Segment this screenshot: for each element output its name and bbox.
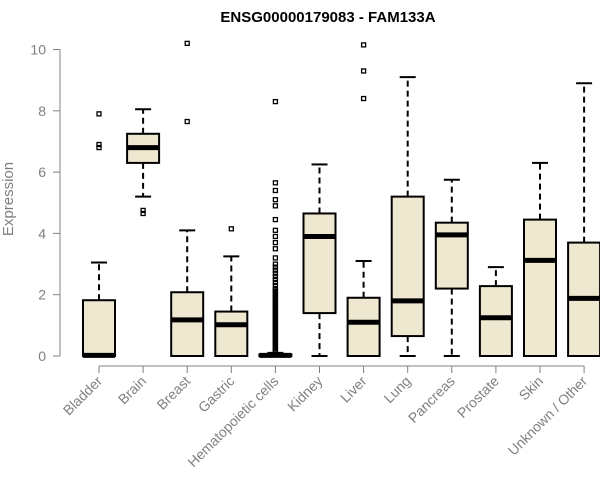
box-body — [302, 212, 337, 315]
outlier-point — [272, 264, 279, 270]
y-axis-label: Expression — [0, 162, 17, 236]
box-skin — [523, 161, 557, 357]
outlier-point — [272, 279, 279, 286]
outlier-point — [272, 273, 279, 279]
outlier-point — [272, 203, 279, 209]
outlier-point — [184, 40, 190, 47]
box-body — [170, 291, 205, 357]
outlier-point — [96, 111, 102, 117]
outlier-point — [272, 98, 279, 105]
chart-title: ENSG00000179083 - FAM133A — [220, 9, 435, 26]
x-tick-label: Liver — [337, 373, 370, 406]
y-tick-label: 2 — [38, 287, 46, 303]
outlier-point — [360, 95, 367, 102]
box-body — [346, 296, 381, 358]
outlier-point — [96, 141, 102, 148]
box-brain — [126, 108, 161, 217]
box-bladder — [82, 111, 116, 358]
outlier-point — [272, 227, 279, 233]
outlier-point — [272, 276, 279, 283]
y-tick-label: 8 — [38, 103, 46, 119]
box-liver — [346, 42, 381, 358]
outlier-point — [272, 261, 279, 267]
x-tick-label: Brain — [115, 373, 149, 407]
x-tick-label: Bladder — [60, 373, 106, 419]
outlier-point — [272, 239, 279, 246]
x-tick-label: Breast — [153, 373, 193, 413]
outlier-point — [272, 180, 279, 186]
outlier-point — [228, 226, 234, 232]
box-kidney — [302, 163, 337, 357]
outlier-point — [272, 270, 279, 276]
x-tick-label: Prostate — [454, 373, 502, 421]
box-lung — [390, 76, 425, 357]
outlier-point — [360, 68, 367, 74]
outlier-point — [184, 118, 190, 125]
box-unknown-other — [567, 82, 600, 357]
outlier-point — [272, 267, 279, 273]
outlier-point — [272, 216, 279, 223]
outlier-point — [360, 42, 367, 48]
outlier-point — [140, 207, 146, 214]
x-tick-label: Pancreas — [405, 373, 458, 426]
x-tick-label: Gastric — [195, 373, 238, 416]
x-tick-label: Unknown / Other — [505, 373, 591, 459]
box-body — [478, 285, 513, 358]
x-tick-label: Skin — [516, 373, 547, 404]
outlier-point — [140, 210, 146, 217]
outlier-point — [272, 282, 279, 289]
outlier-point — [272, 246, 279, 252]
outlier-point — [272, 285, 279, 292]
outlier-point — [272, 233, 279, 240]
plot-area — [82, 40, 600, 358]
y-tick-label: 10 — [30, 42, 46, 58]
y-tick-label: 0 — [38, 348, 46, 364]
x-tick-label: Lung — [380, 373, 413, 406]
outlier-point — [272, 197, 279, 203]
box-body — [214, 310, 249, 357]
box-prostate — [478, 266, 513, 358]
box-breast — [170, 40, 205, 357]
outlier-point — [272, 187, 279, 194]
x-tick-label: Kidney — [284, 373, 326, 415]
box-body — [390, 195, 425, 338]
box-gastric — [214, 226, 249, 357]
outlier-point — [272, 255, 279, 261]
box-body — [523, 218, 557, 357]
y-tick-label: 4 — [38, 225, 46, 241]
y-tick-label: 6 — [38, 164, 46, 180]
y-axis: 0 2 4 6 8 10 — [30, 42, 61, 364]
outlier-point — [96, 144, 102, 151]
box-hematopoietic-cells — [258, 98, 293, 358]
box-pancreas — [434, 178, 469, 357]
box-body — [82, 299, 116, 358]
